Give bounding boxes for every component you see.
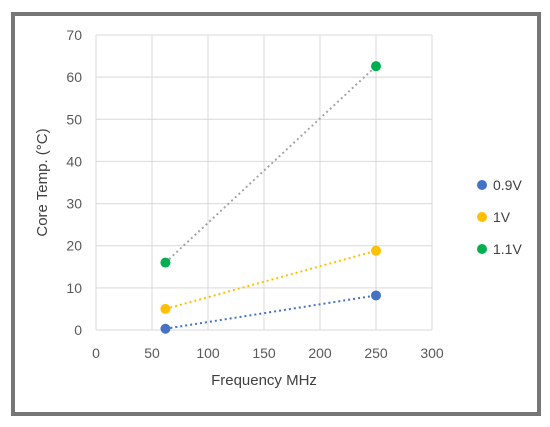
y-tick-label: 0 <box>74 322 82 338</box>
legend-label: 0.9V <box>493 177 522 193</box>
gridlines <box>95 34 433 331</box>
x-tick-label: 250 <box>364 345 388 361</box>
data-point-1.1V <box>371 61 381 72</box>
legend: 0.9V 1V 1.1V <box>477 177 522 257</box>
legend-marker <box>477 212 487 222</box>
x-tick-label: 0 <box>92 345 100 361</box>
legend-marker <box>477 244 487 254</box>
y-tick-label: 20 <box>66 238 82 254</box>
y-axis-title: Core Temp. (°C) <box>34 128 51 236</box>
y-axis-ticks: 0 10 20 30 40 50 60 70 <box>66 27 82 338</box>
legend-label: 1V <box>493 209 511 225</box>
x-tick-label: 200 <box>308 345 332 361</box>
data-point-1.1V <box>160 257 171 268</box>
y-tick-label: 70 <box>66 27 82 43</box>
trendline-1.1V <box>164 65 377 264</box>
legend-marker <box>477 180 487 190</box>
chart-frame: 0 50 100 150 200 250 300 0 10 20 30 40 50 60 70 Frequ… <box>11 12 541 416</box>
trendline-0.9V <box>165 294 377 330</box>
data-points <box>160 61 381 334</box>
x-axis-ticks: 0 50 100 150 200 250 300 <box>92 345 444 361</box>
x-axis-title: Frequency MHz <box>211 372 317 389</box>
trendline-1V <box>165 249 377 310</box>
data-point-1V <box>160 303 171 314</box>
y-tick-label: 50 <box>66 111 82 127</box>
trendlines <box>164 65 377 330</box>
data-point-0.9V <box>160 323 171 334</box>
y-tick-label: 40 <box>66 153 82 169</box>
scatter-chart: 0 50 100 150 200 250 300 0 10 20 30 40 50 60 70 Frequ… <box>34 27 522 389</box>
legend-label: 1.1V <box>493 241 522 257</box>
x-tick-label: 100 <box>196 345 220 361</box>
x-tick-label: 300 <box>420 345 444 361</box>
x-tick-label: 50 <box>144 345 160 361</box>
x-tick-label: 150 <box>252 345 276 361</box>
y-tick-label: 30 <box>66 196 82 212</box>
y-tick-label: 60 <box>66 69 82 85</box>
data-point-1V <box>371 245 381 256</box>
y-tick-label: 10 <box>66 280 82 296</box>
data-point-0.9V <box>371 290 381 301</box>
